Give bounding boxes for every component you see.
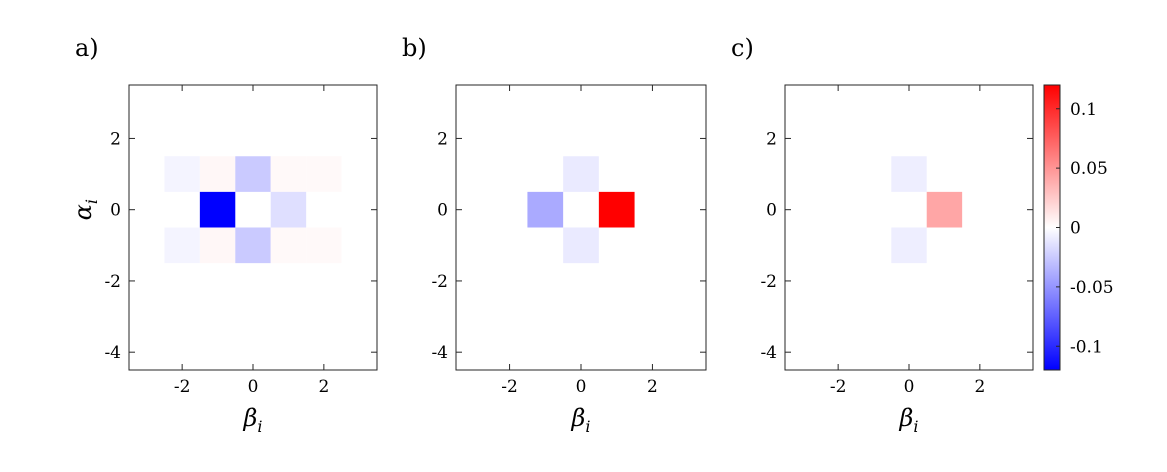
x-tick-label: 2	[974, 377, 985, 397]
heatmap-cell	[926, 191, 963, 228]
y-tick-label: 2	[110, 129, 121, 149]
y-tick-label: -4	[760, 343, 777, 363]
heatmap-cell	[891, 156, 927, 192]
y-tick-label: -2	[760, 272, 777, 292]
y-tick-label: -2	[431, 272, 448, 292]
y-tick-label: 2	[766, 129, 777, 149]
panel-b: -2 0 2 -4 -2 0 2 b) βi	[402, 34, 707, 436]
heatmap-cell	[199, 191, 236, 228]
colorbar-tick-label: -0.05	[1070, 278, 1114, 298]
heatmap-cell	[270, 156, 307, 192]
heatmap-cell	[306, 156, 342, 192]
colorbar-gradient	[1044, 85, 1060, 370]
x-tick-label: -2	[830, 377, 847, 397]
x-tick-label: 2	[318, 377, 329, 397]
x-axis-label: βi	[243, 404, 263, 436]
panel-label: b)	[402, 34, 427, 62]
colorbar-tick-label: 0	[1070, 219, 1081, 239]
y-tick-label: 0	[437, 201, 448, 221]
x-axis-label: βi	[899, 404, 919, 436]
colorbar-tick-label: -0.1	[1070, 337, 1103, 357]
heatmap-cell	[235, 227, 271, 264]
y-tick-label: -4	[431, 343, 448, 363]
colorbar: -0.1 -0.05 0 0.05 0.1	[1043, 84, 1114, 371]
heatmap-cell	[199, 156, 236, 192]
heatmap-cell	[598, 191, 635, 228]
heatmap-cell	[164, 227, 200, 264]
x-tick-label: 2	[647, 377, 658, 397]
x-tick-label: -2	[501, 377, 518, 397]
y-tick-label: -4	[104, 343, 121, 363]
y-tick-label: 0	[766, 201, 777, 221]
panel-c: -2 0 2 -4 -2 0 2 c) βi	[731, 34, 1034, 436]
y-tick-label: 0	[110, 201, 121, 221]
heatmap-cell	[270, 191, 307, 228]
heatmap-cell	[563, 227, 599, 264]
heatmap-cell	[891, 227, 927, 264]
panel-label: c)	[731, 34, 754, 62]
heatmap-cell	[270, 227, 307, 264]
x-tick-label: -2	[174, 377, 191, 397]
heatmap-cell	[164, 156, 200, 192]
heatmap-cell	[306, 227, 342, 264]
heatmap-cell	[199, 227, 236, 264]
panel-label: a)	[75, 34, 99, 62]
heatmap-cell	[235, 156, 271, 192]
x-tick-label: 0	[248, 377, 259, 397]
colorbar-tick-label: 0.05	[1070, 159, 1108, 179]
colorbar-tick-label: 0.1	[1070, 100, 1097, 120]
y-tick-label: 2	[437, 129, 448, 149]
heatmap-cell	[527, 191, 564, 228]
x-tick-label: 0	[576, 377, 587, 397]
panel-a: -2 0 2 -4 -2 0 2 a) βi αi	[69, 34, 378, 436]
y-tick-label: -2	[104, 272, 121, 292]
heatmap-cell	[563, 156, 599, 192]
x-tick-label: 0	[904, 377, 915, 397]
y-axis-label: αi	[69, 199, 101, 220]
x-axis-label: βi	[571, 404, 591, 436]
